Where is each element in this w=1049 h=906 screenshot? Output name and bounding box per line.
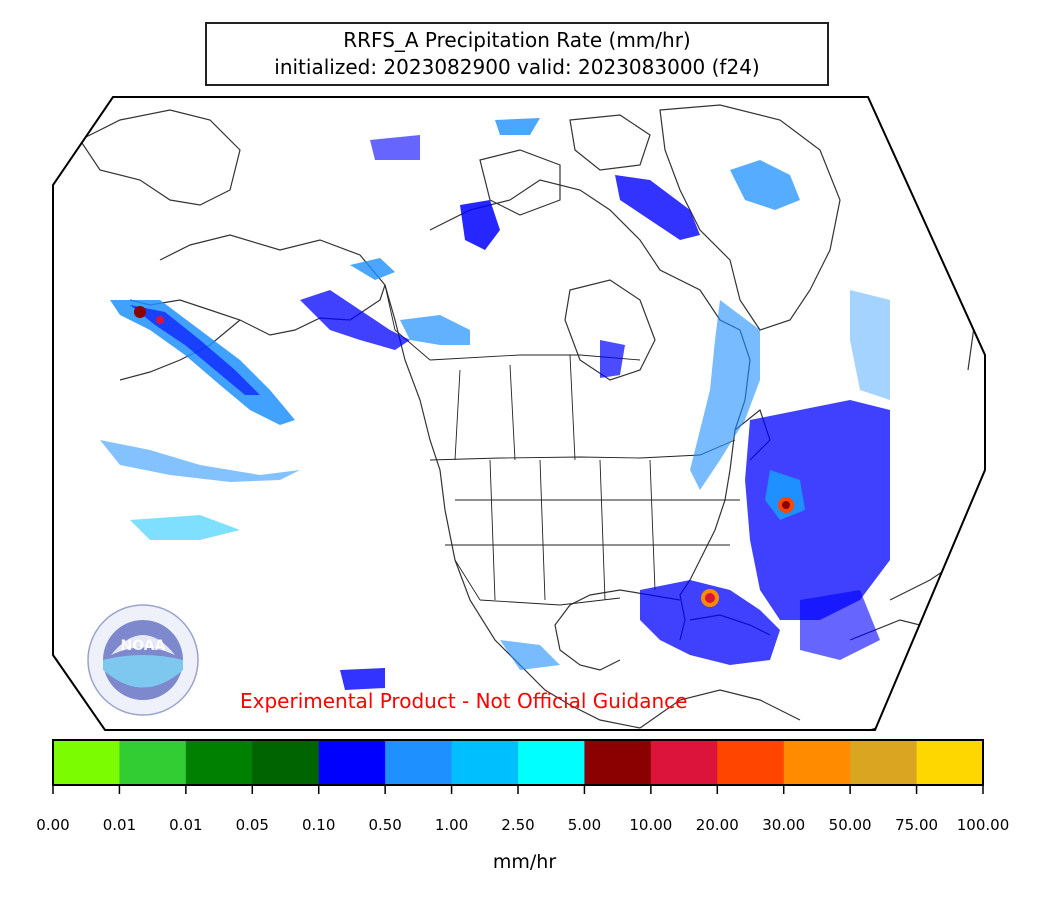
colorbar-swatch-5: [385, 740, 453, 785]
colorbar-swatch-6: [451, 740, 519, 785]
colorbar-tick-label-0: 0.00: [36, 816, 69, 834]
map-frame: [52, 96, 986, 731]
colorbar-tick-label-4: 0.10: [302, 816, 335, 834]
colorbar-tick-label-13: 75.00: [895, 816, 938, 834]
colorbar-swatch-13: [916, 740, 984, 785]
colorbar-swatch-2: [185, 740, 253, 785]
colorbar-swatch-1: [119, 740, 187, 785]
colorbar-tick-label-7: 2.50: [501, 816, 534, 834]
colorbar-tick-label-10: 20.00: [696, 816, 739, 834]
colorbar-frame: [52, 739, 984, 786]
colorbar-tick-label-2: 0.01: [169, 816, 202, 834]
colorbar-swatch-8: [584, 740, 652, 785]
colorbar-tick-label-6: 1.00: [435, 816, 468, 834]
colorbar-tick-label-14: 100.00: [957, 816, 1010, 834]
colorbar-tick-label-9: 10.00: [629, 816, 672, 834]
chart-subtitle: initialized: 2023082900 valid: 202308300…: [274, 55, 760, 79]
colorbar-tick-label-1: 0.01: [103, 816, 136, 834]
colorbar-tick-label-11: 30.00: [762, 816, 805, 834]
colorbar-swatch-4: [318, 740, 386, 785]
colorbar-tick-label-5: 0.50: [368, 816, 401, 834]
colorbar-swatch-0: [53, 740, 120, 785]
colorbar-swatch-3: [252, 740, 320, 785]
noaa-logo-text: NOAA: [121, 638, 166, 654]
colorbar-tick-label-8: 5.00: [568, 816, 601, 834]
chart-title-box: RRFS_A Precipitation Rate (mm/hr) initia…: [205, 22, 829, 86]
colorbar-swatch-7: [518, 740, 585, 785]
colorbar-swatch-9: [650, 740, 718, 785]
colorbar-swatch-11: [783, 740, 851, 785]
precip-map: NOAA: [52, 96, 986, 731]
noaa-logo: NOAA: [87, 604, 199, 716]
colorbar-tick-label-12: 50.00: [829, 816, 872, 834]
colorbar-swatch-12: [850, 740, 918, 785]
colorbar-tick-label-3: 0.05: [236, 816, 269, 834]
precip-field: [100, 118, 890, 690]
colorbar-swatch-10: [717, 740, 785, 785]
watermark-text: Experimental Product - Not Official Guid…: [240, 689, 688, 713]
colorbar-label: mm/hr: [492, 851, 557, 873]
chart-title: RRFS_A Precipitation Rate (mm/hr): [343, 28, 691, 52]
